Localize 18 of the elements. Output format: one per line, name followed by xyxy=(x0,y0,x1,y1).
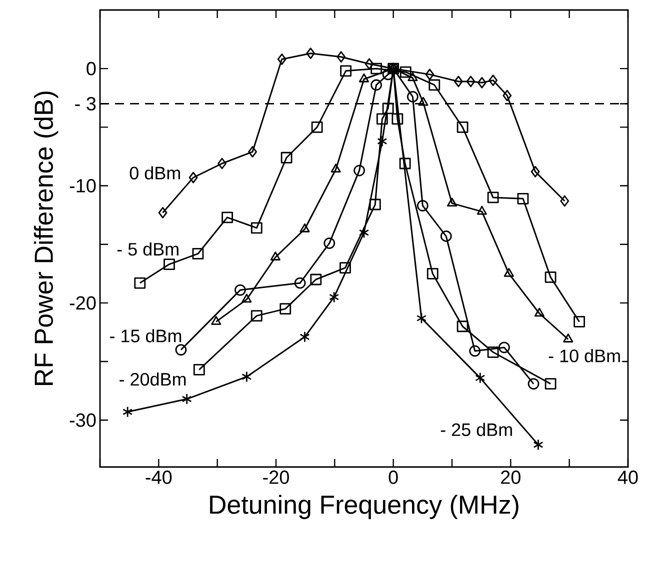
series-label: - 10 dBm xyxy=(548,349,620,362)
x-tick-label: 0 xyxy=(388,470,398,484)
legend-label: - 5 dBm xyxy=(117,242,178,256)
series-label: 0 dBm xyxy=(130,166,180,180)
y-tick-label: -10 xyxy=(70,179,96,192)
y-axis-title: RF Power Difference (dB) xyxy=(34,92,58,385)
series-label: - 15 dBm xyxy=(110,329,182,342)
y-tick-label: - 3 xyxy=(75,97,96,110)
y-tick-label: -20 xyxy=(70,296,96,310)
y-tick-label: 0 xyxy=(86,62,96,76)
x-tick-label: 20 xyxy=(501,470,520,484)
x-tick-label: -20 xyxy=(263,470,289,484)
series-label: - 25 dBm xyxy=(440,422,512,436)
x-tick-label: 40 xyxy=(618,470,638,484)
x-axis-title: Detuning Frequency (MHz) xyxy=(210,494,518,520)
y-tick-label: -30 xyxy=(70,413,96,427)
x-tick-label: -40 xyxy=(146,470,172,484)
legend-label: - 20dBm xyxy=(120,372,186,386)
